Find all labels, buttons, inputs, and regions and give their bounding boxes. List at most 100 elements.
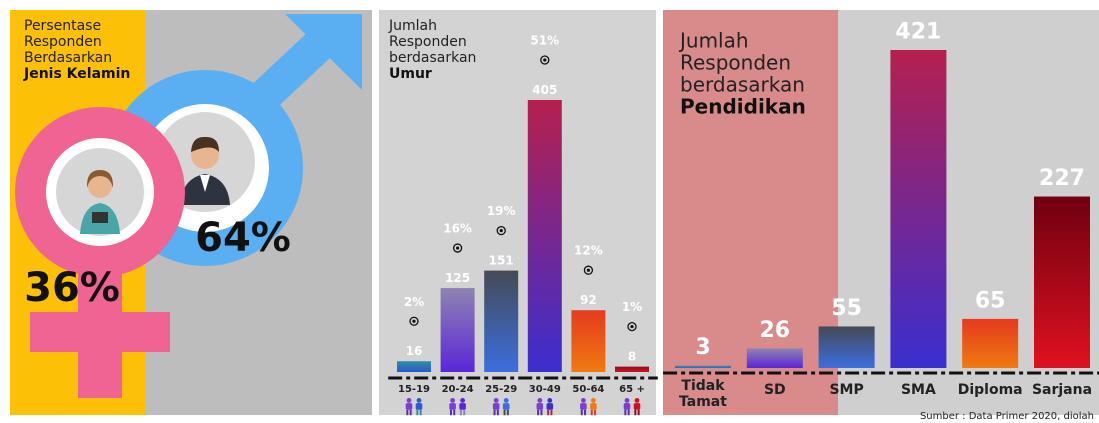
- share-marker-dot: [456, 246, 460, 250]
- person-icon: [460, 397, 466, 403]
- bar: [746, 348, 803, 368]
- value-label: 405: [532, 83, 557, 97]
- share-label: 51%: [530, 34, 559, 48]
- bar: [484, 270, 519, 372]
- female-cross: [30, 312, 170, 352]
- person-icon: [537, 397, 543, 403]
- person-icon: [449, 409, 452, 416]
- person-icon: [406, 397, 412, 403]
- share-marker: [409, 316, 419, 326]
- bar: [890, 50, 947, 368]
- person-icon: [416, 397, 422, 403]
- value-label: 36%: [24, 265, 120, 311]
- female-avatar-head: [88, 174, 112, 198]
- person-icon: [506, 409, 509, 416]
- person-icon: [584, 409, 587, 416]
- person-icon: [627, 409, 630, 416]
- value-label: 55: [831, 296, 862, 321]
- bar: [962, 318, 1019, 368]
- value-label: 16: [406, 344, 423, 358]
- bar: [1034, 196, 1090, 368]
- chart-title: Jumlah: [678, 29, 749, 53]
- x-tick-label-line: Tidak: [681, 378, 725, 394]
- person-icon: [453, 409, 456, 416]
- panel-accent: [663, 10, 838, 415]
- value-label: 26: [759, 318, 790, 343]
- person-icon: [415, 403, 423, 410]
- female-avatar-tablet: [92, 212, 108, 223]
- bar: [675, 365, 731, 368]
- person-icon: [502, 403, 510, 410]
- chart-subtitle: Pendidikan: [680, 95, 806, 119]
- chart-subtitle: Umur: [389, 66, 432, 82]
- person-icon: [503, 397, 509, 403]
- person-icon: [580, 397, 586, 403]
- person-icon: [580, 409, 583, 416]
- person-icon: [634, 397, 640, 403]
- share-label: 2%: [404, 295, 424, 309]
- person-icon: [633, 403, 641, 410]
- share-marker-dot: [630, 325, 634, 329]
- person-icon: [580, 403, 587, 410]
- share-marker: [583, 265, 594, 275]
- female-avatar-hair: [86, 170, 114, 188]
- share-marker: [496, 225, 506, 236]
- x-tick-label: 15-19: [398, 384, 430, 395]
- x-tick-label: SMA: [901, 382, 936, 398]
- x-tick-label: 20-24: [442, 384, 474, 395]
- person-icon: [547, 397, 553, 403]
- x-tick-label: Tidak Tamat: [679, 378, 727, 410]
- chart-title: berdasarkan: [680, 73, 805, 97]
- person-icon: [450, 397, 456, 403]
- chart-title: Berdasarkan: [24, 50, 112, 66]
- chart-title: Jumlah: [388, 18, 437, 34]
- person-icon: [594, 409, 597, 416]
- person-icon: [547, 409, 550, 416]
- chart-title: Responden: [680, 51, 791, 75]
- share-marker-dot: [543, 58, 547, 62]
- person-icon: [493, 397, 499, 403]
- value-label: 227: [1039, 166, 1085, 191]
- x-tick-label: 25-29: [485, 384, 517, 395]
- person-icon: [416, 409, 419, 416]
- x-tick-label: SD: [764, 382, 786, 398]
- male-arrow-head: [285, 14, 362, 90]
- person-icon: [459, 403, 466, 410]
- share-marker-dot: [586, 268, 591, 272]
- x-tick-label: 30-49: [529, 384, 561, 395]
- person-icon: [459, 409, 462, 416]
- person-icon: [540, 409, 543, 416]
- value-label: 421: [895, 19, 941, 44]
- chart-title: Responden: [24, 34, 102, 50]
- person-icon: [406, 409, 409, 416]
- person-icon: [637, 409, 640, 416]
- x-tick-label: SMP: [829, 382, 863, 398]
- bar: [615, 366, 649, 372]
- chart-title: Persentase: [24, 18, 101, 34]
- chart-title: Responden: [389, 34, 467, 50]
- chart-title: berdasarkan: [389, 50, 476, 66]
- x-tick-label: Diploma: [958, 382, 1023, 398]
- value-label: 65: [975, 288, 1006, 313]
- person-icon: [493, 409, 496, 416]
- x-tick-label-line: Tamat: [679, 394, 727, 410]
- value-label: 151: [489, 253, 514, 267]
- person-icon: [546, 403, 554, 410]
- person-icon: [550, 409, 553, 416]
- value-label: 92: [580, 293, 597, 307]
- person-icon: [449, 403, 456, 410]
- bar: [571, 310, 606, 372]
- person-icon: [624, 409, 627, 416]
- share-marker-dot: [499, 228, 503, 233]
- share-marker: [627, 321, 637, 332]
- person-icon: [634, 409, 637, 416]
- person-icon: [463, 409, 466, 416]
- share-label: 16%: [443, 222, 472, 236]
- person-icon: [537, 409, 540, 416]
- bar: [397, 361, 431, 372]
- person-icon: [496, 409, 499, 416]
- chart-subtitle: Jenis Kelamin: [23, 66, 130, 82]
- value-label: 3: [695, 335, 710, 360]
- person-icon: [409, 409, 412, 416]
